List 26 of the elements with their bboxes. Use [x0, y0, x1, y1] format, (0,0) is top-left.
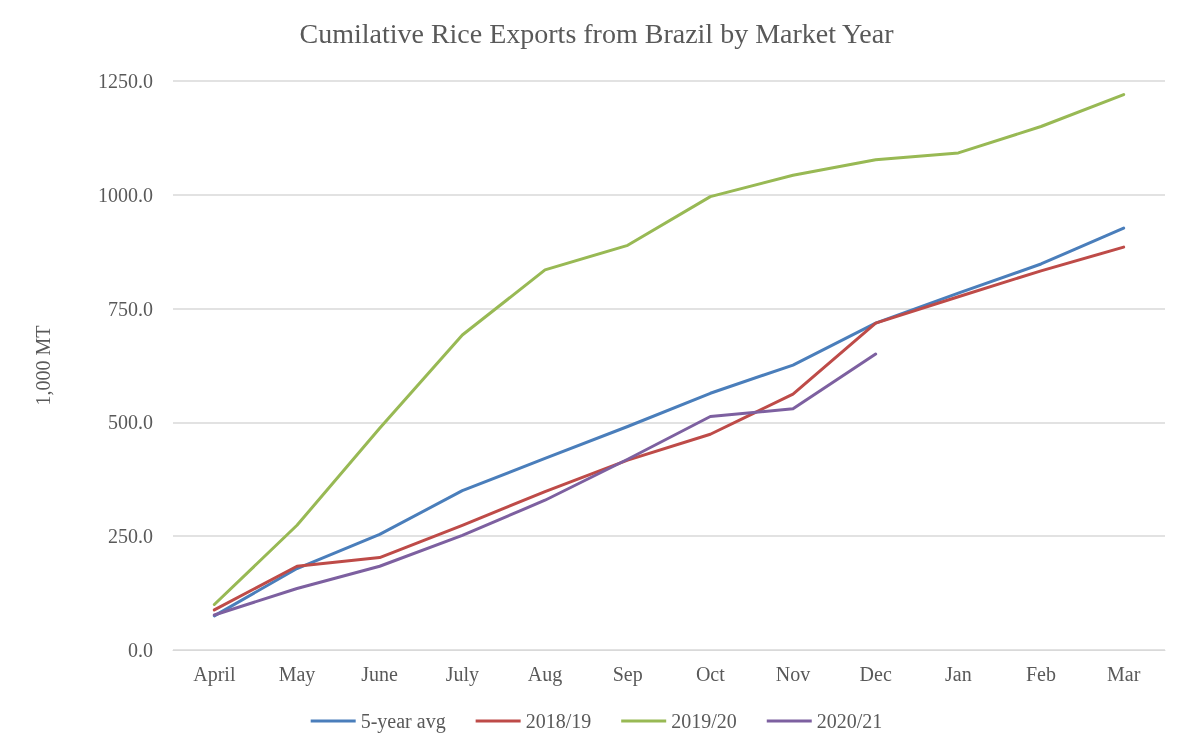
- y-tick-label: 750.0: [108, 297, 153, 320]
- x-tick-label: Dec: [859, 663, 892, 685]
- x-tick-label: Mar: [1107, 663, 1141, 685]
- y-axis-title: 1,000 MT: [32, 325, 54, 406]
- x-tick-label: Sep: [612, 663, 643, 686]
- x-tick-label: June: [361, 663, 399, 685]
- line-series: [212, 352, 878, 617]
- y-tick-label: 250.0: [108, 525, 153, 548]
- y-tick-label: 1000.0: [98, 183, 153, 206]
- y-tick-label: 0.0: [128, 639, 153, 661]
- x-tick-label: Feb: [1026, 663, 1056, 685]
- legend-label: 2020/21: [816, 710, 883, 732]
- x-tick-label: Oct: [695, 663, 726, 685]
- y-tick-label: 500.0: [108, 411, 153, 434]
- legend-label: 5-year avg: [360, 710, 446, 733]
- line-series: [212, 93, 1126, 606]
- x-tick-label: Nov: [775, 663, 811, 685]
- y-tick-label: 1250.0: [98, 70, 153, 92]
- legend-label: 2018/19: [525, 710, 592, 732]
- x-tick-label: Aug: [527, 663, 563, 686]
- legend-label: 2019/20: [671, 710, 737, 732]
- x-tick-label: April: [193, 663, 236, 686]
- x-tick-label: Jan: [945, 663, 972, 685]
- x-tick-label: July: [445, 663, 480, 686]
- x-tick-label: May: [278, 663, 316, 686]
- chart-title: Cumilative Rice Exports from Brazil by Market Year: [299, 17, 895, 49]
